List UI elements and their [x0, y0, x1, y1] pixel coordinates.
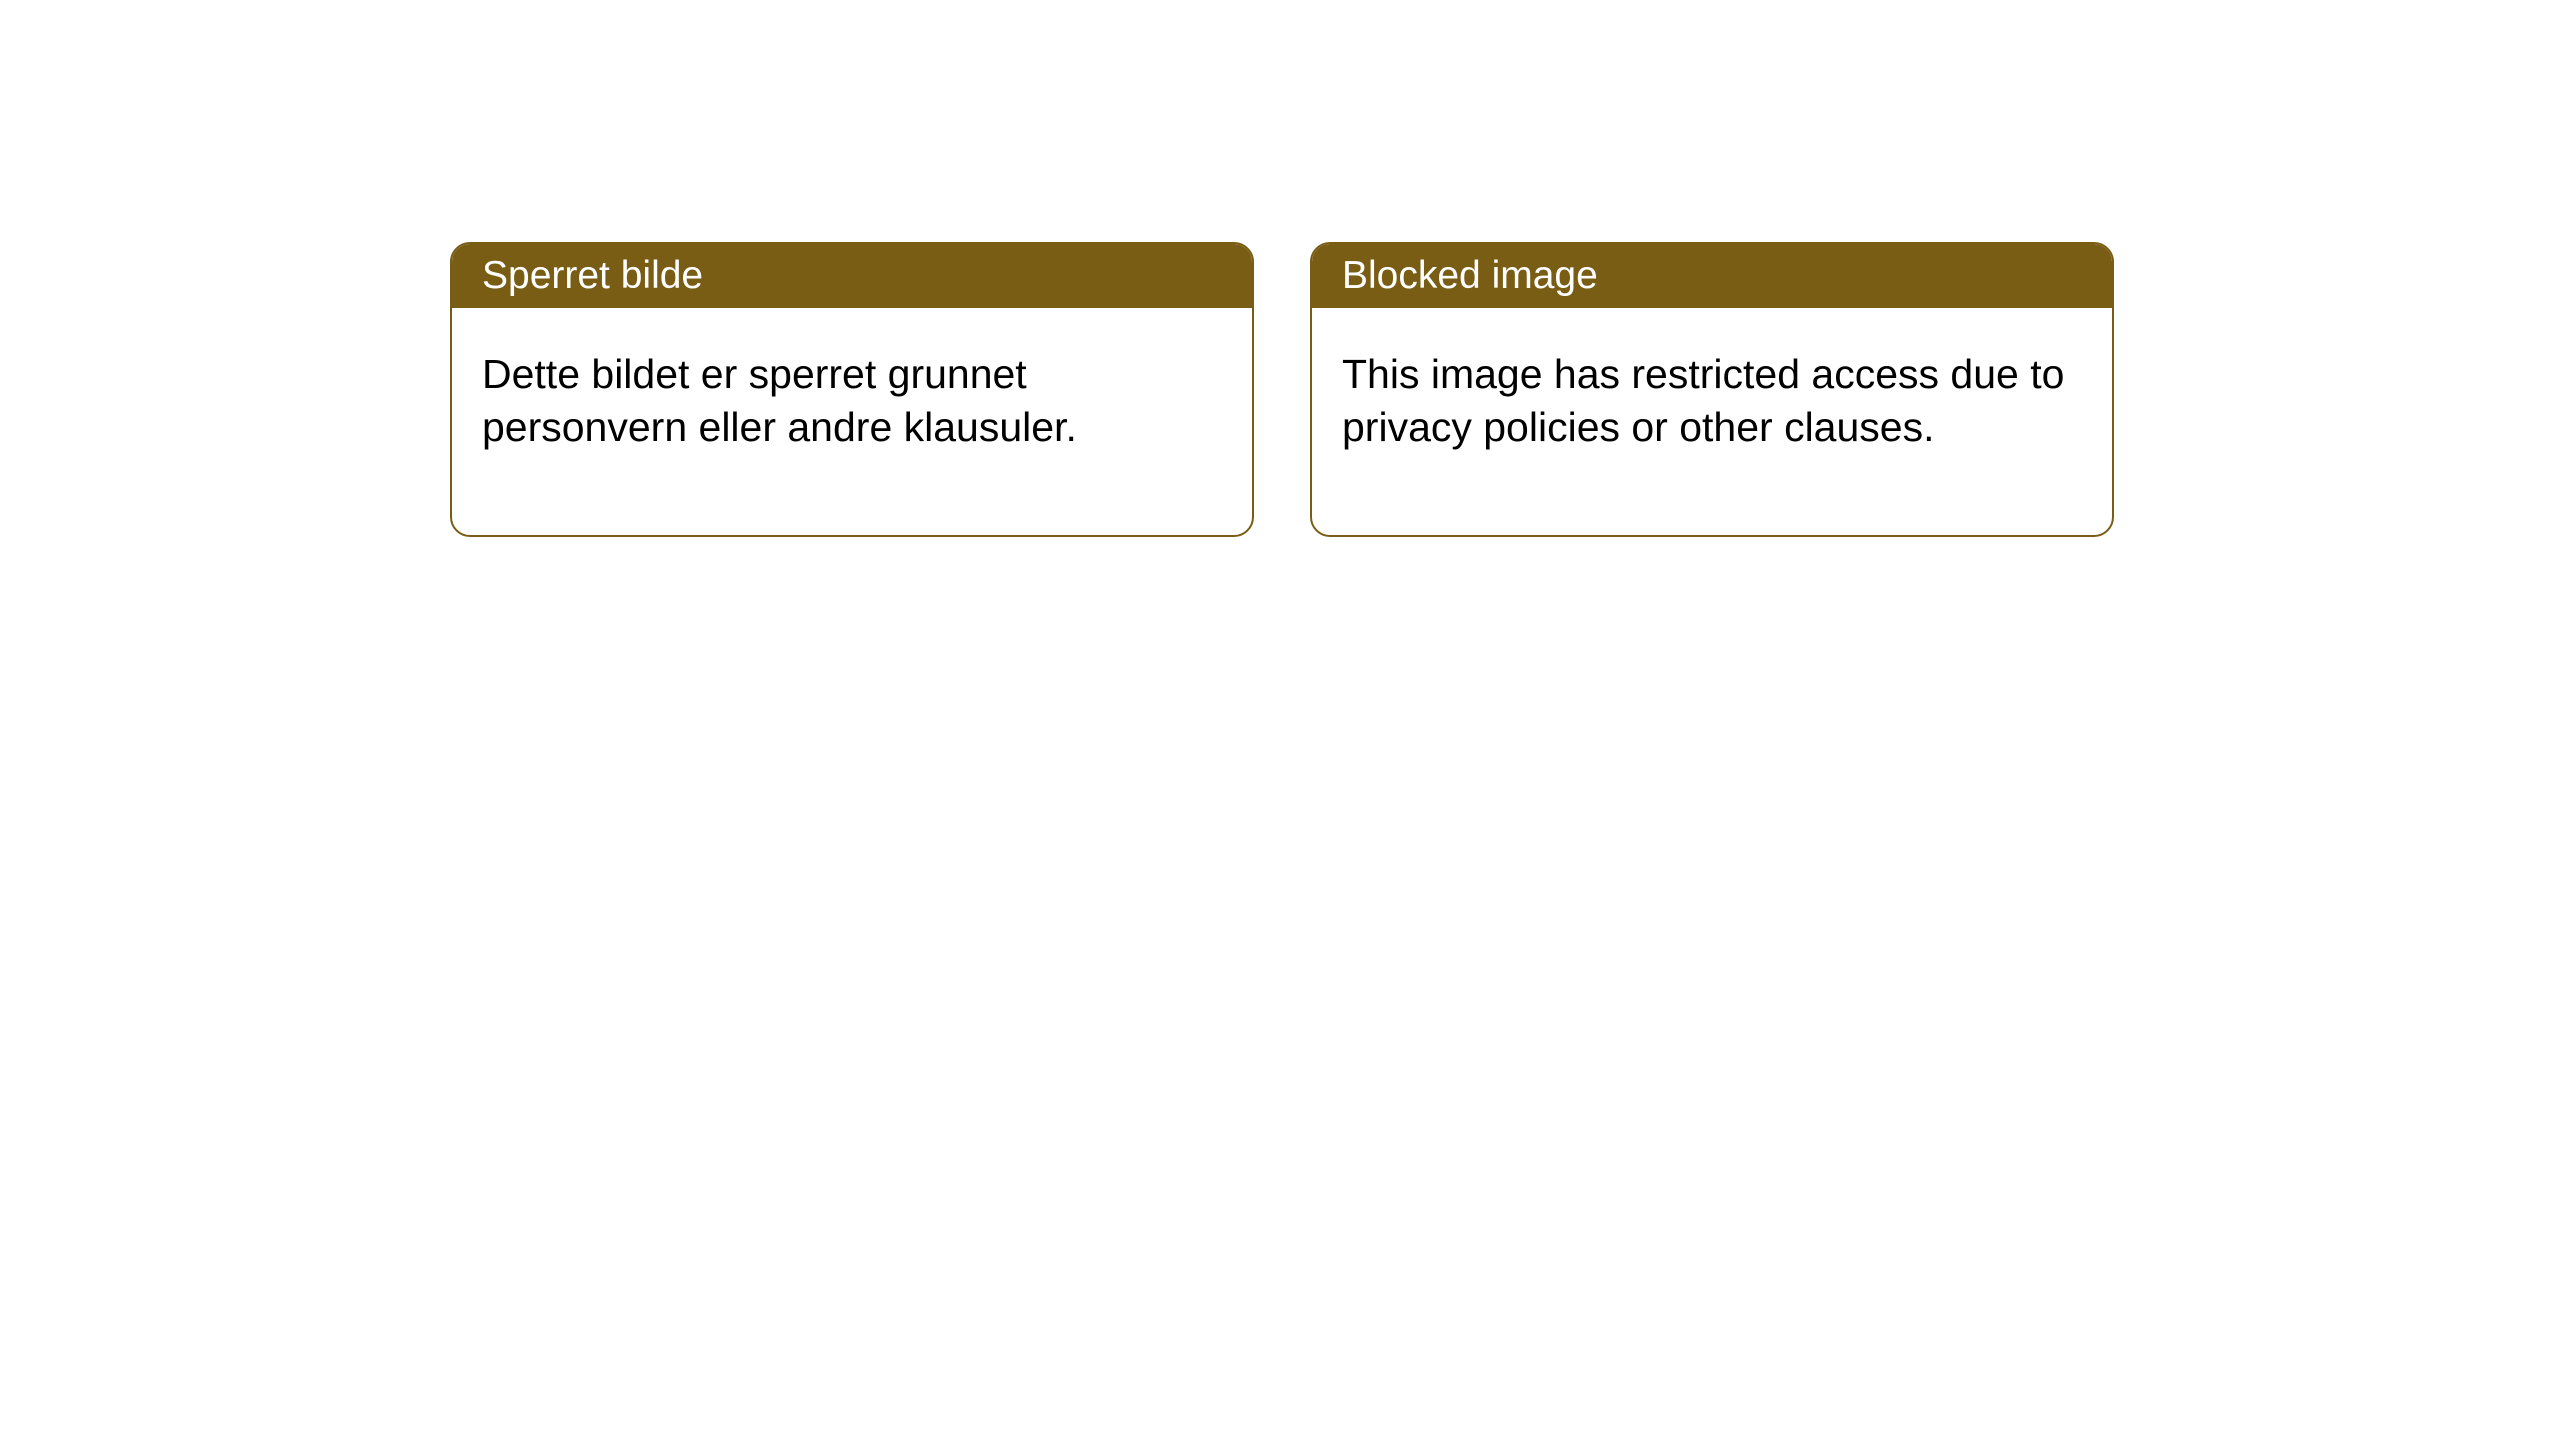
card-body-text: This image has restricted access due to …: [1342, 351, 2064, 450]
card-header: Sperret bilde: [452, 244, 1252, 308]
card-title: Sperret bilde: [482, 254, 703, 297]
notice-card-norwegian: Sperret bilde Dette bildet er sperret gr…: [450, 242, 1254, 537]
notice-container: Sperret bilde Dette bildet er sperret gr…: [0, 0, 2560, 537]
card-header: Blocked image: [1312, 244, 2112, 308]
card-title: Blocked image: [1342, 254, 1598, 297]
card-body: This image has restricted access due to …: [1312, 308, 2112, 535]
card-body: Dette bildet er sperret grunnet personve…: [452, 308, 1252, 535]
notice-card-english: Blocked image This image has restricted …: [1310, 242, 2114, 537]
card-body-text: Dette bildet er sperret grunnet personve…: [482, 351, 1077, 450]
